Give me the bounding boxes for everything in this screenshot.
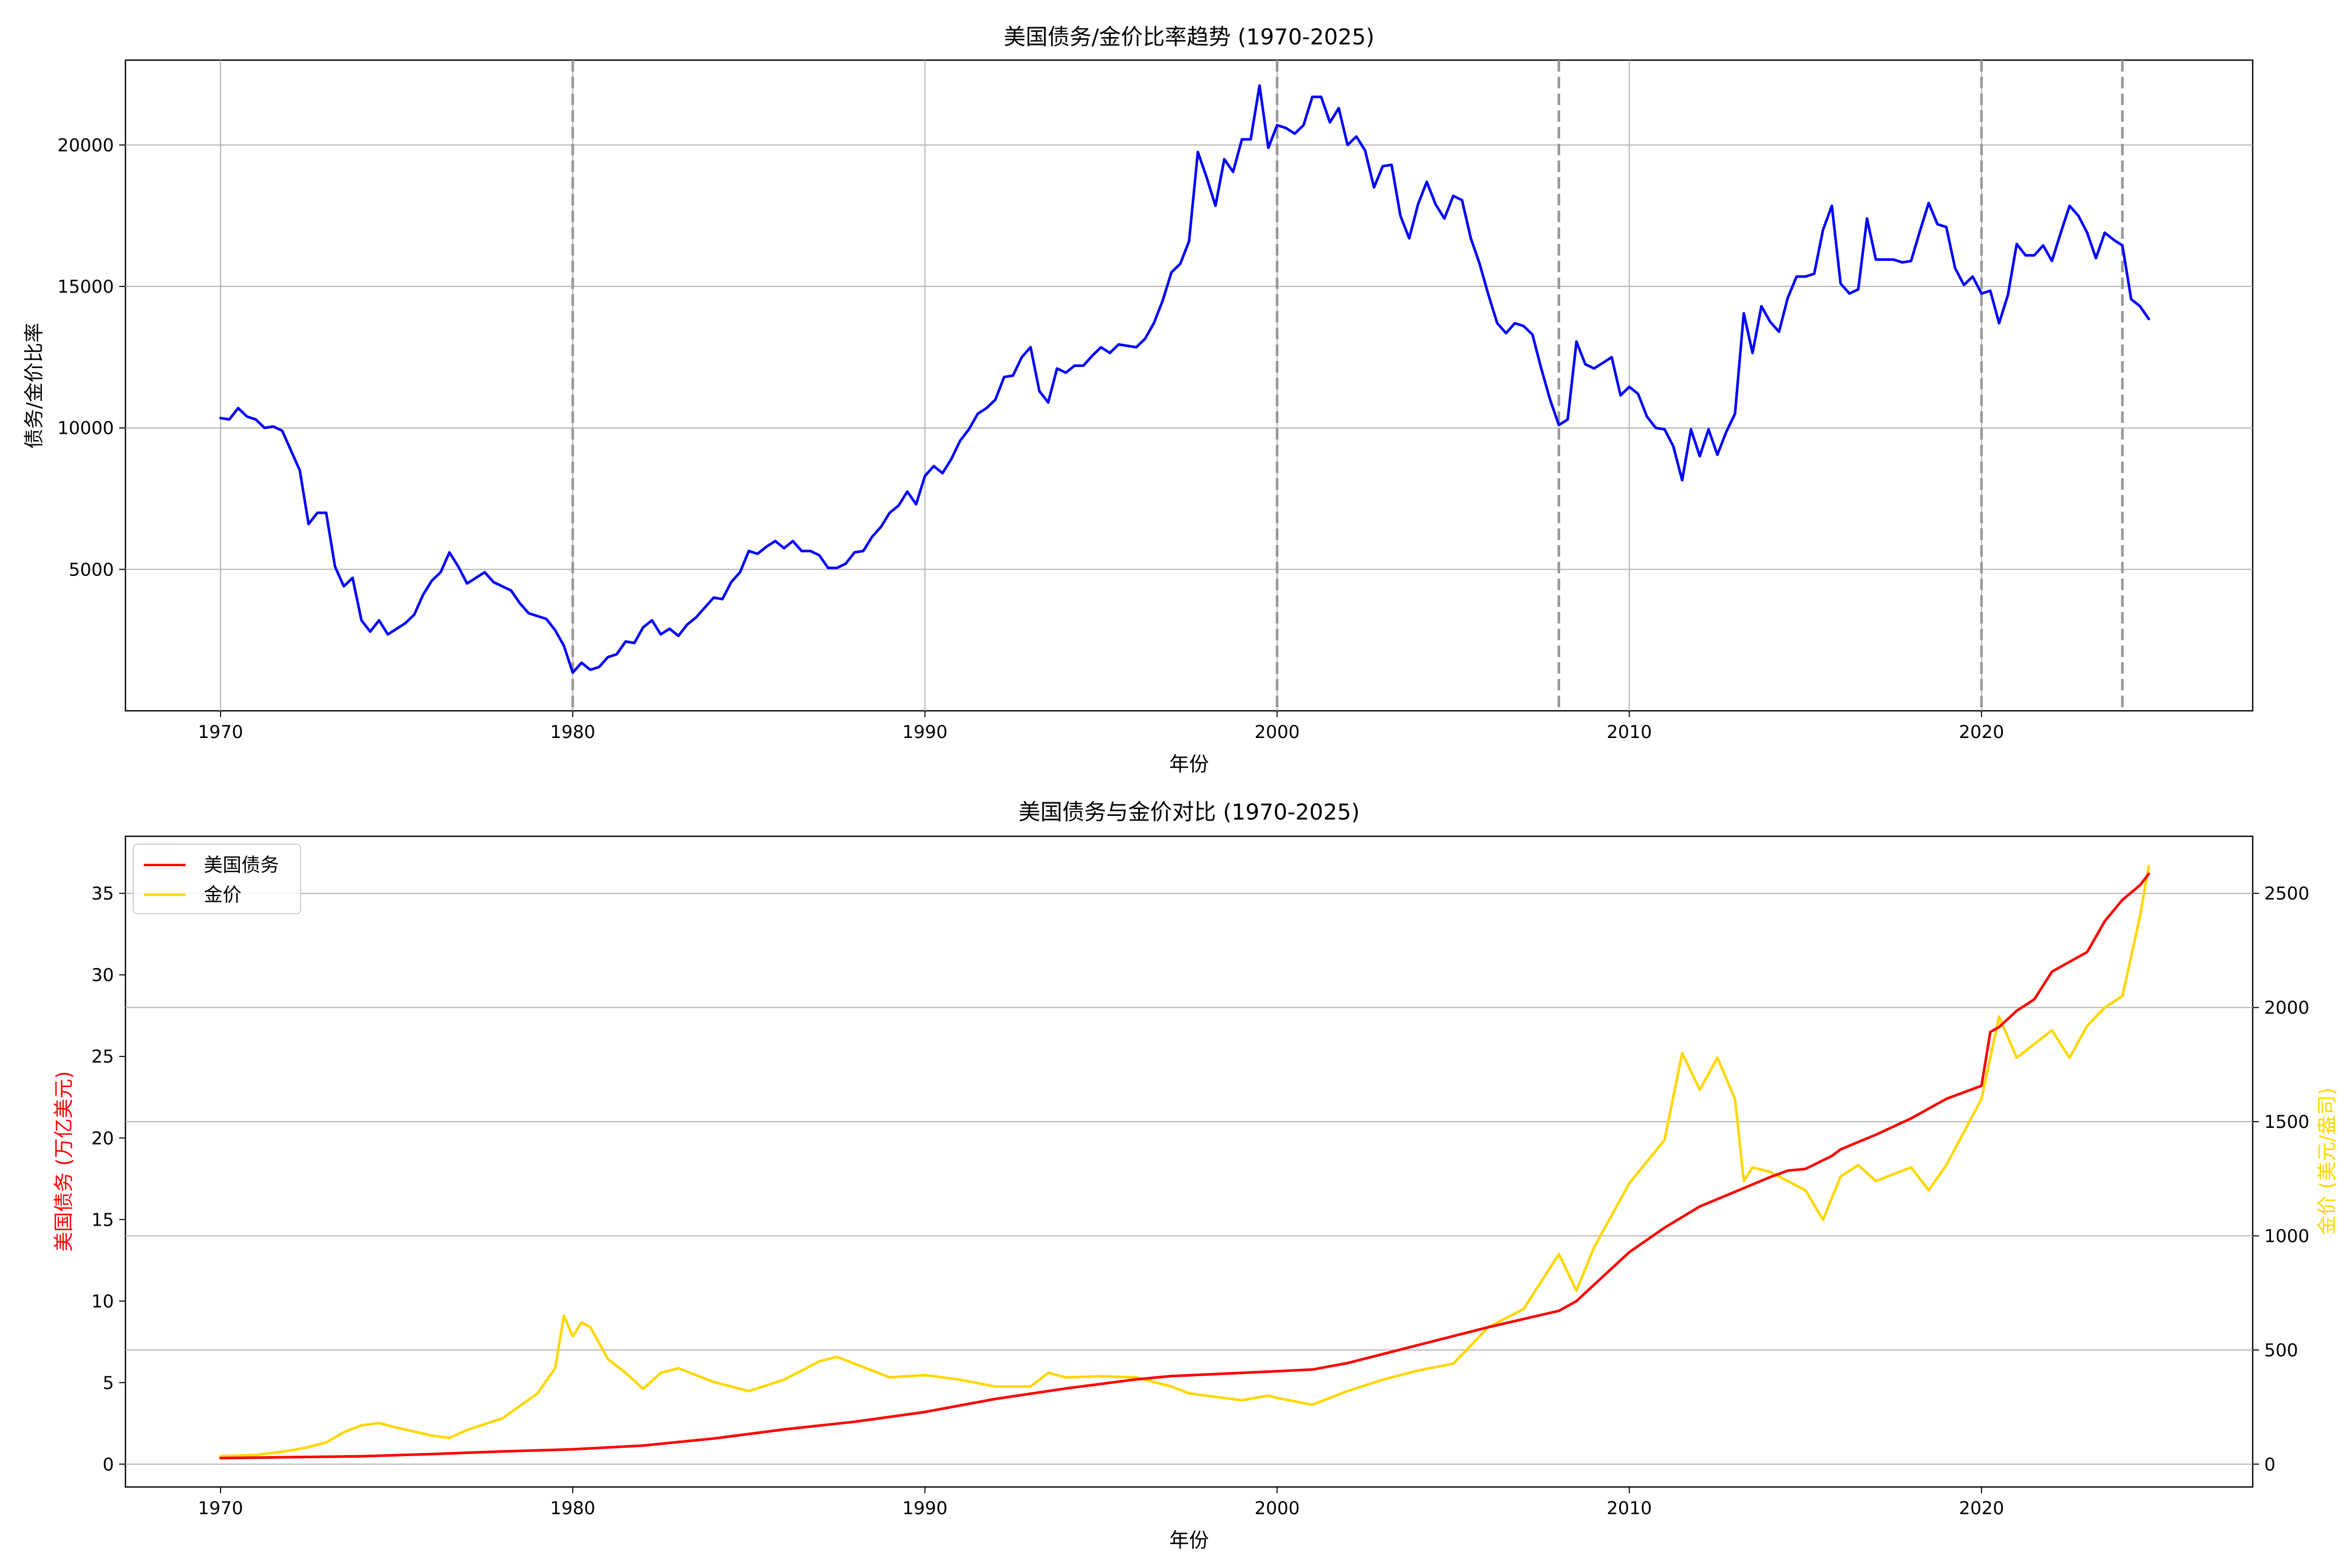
- y-tick-label-15000: 15000: [57, 276, 114, 297]
- x-tick-label-2000: 2000: [1254, 722, 1300, 743]
- debt-gold-chart-x-ticks: 1970 1980 1990 2000 2010 2020: [198, 1487, 2004, 1519]
- debt-gold-chart-x-axis-label: 年份: [1169, 1529, 1209, 1552]
- y2-tick-label-2500: 2500: [2264, 883, 2310, 904]
- series-line-bot-0: [219, 872, 2150, 1460]
- ratio-chart-y-ticks: 5000 10000 15000 20000: [57, 135, 125, 580]
- x-tick-label-1980: 1980: [550, 722, 596, 743]
- y-tick-label-5000: 5000: [68, 559, 114, 580]
- x-tick-label-2000: 2000: [1254, 1498, 1300, 1519]
- y-tick-label-20000: 20000: [57, 135, 114, 156]
- debt-gold-chart-series: [219, 864, 2150, 1460]
- x-tick-label-1970: 1970: [198, 722, 244, 743]
- y-tick-label-10: 10: [91, 1291, 114, 1312]
- y-tick-label-30: 30: [91, 965, 114, 986]
- x-tick-label-1990: 1990: [902, 1498, 948, 1519]
- debt-gold-chart-right-y-ticks: 0 500 1000 1500 2000 2500: [2253, 883, 2310, 1475]
- x-tick-label-2020: 2020: [1959, 722, 2004, 743]
- y2-tick-label-500: 500: [2264, 1340, 2298, 1361]
- y-tick-label-5: 5: [102, 1373, 114, 1393]
- y-tick-label-15: 15: [91, 1209, 114, 1230]
- legend-label-debt: 美国债务: [204, 855, 279, 876]
- x-tick-label-2010: 2010: [1607, 722, 1652, 743]
- y-tick-label-35: 35: [91, 883, 114, 904]
- y-tick-label-10000: 10000: [57, 418, 114, 439]
- legend: 美国债务 金价: [133, 844, 301, 914]
- y-tick-label-0: 0: [102, 1454, 114, 1475]
- debt-gold-chart-plot-area: [124, 835, 2254, 1488]
- x-tick-label-1980: 1980: [550, 1498, 596, 1519]
- y2-tick-label-1500: 1500: [2264, 1112, 2310, 1133]
- debt-gold-chart-left-y-axis-label: 美国债务 (万亿美元): [52, 1071, 75, 1252]
- ratio-chart-x-ticks: 1970 1980 1990 2000 2010 2020: [198, 711, 2004, 743]
- ratio-chart-y-axis-label: 债务/金价比率: [22, 323, 45, 449]
- y2-tick-label-2000: 2000: [2264, 998, 2310, 1019]
- ratio-chart-plot-area: [124, 59, 2254, 712]
- x-tick-label-1990: 1990: [902, 722, 948, 743]
- series-line-top-0: [219, 84, 2150, 674]
- debt-gold-chart-right-y-axis-label: 金价 (美元/盎司): [2315, 1088, 2338, 1236]
- y2-tick-label-1000: 1000: [2264, 1226, 2310, 1247]
- x-tick-label-1970: 1970: [198, 1498, 244, 1519]
- ratio-chart-x-axis-label: 年份: [1169, 753, 1209, 776]
- debt-gold-chart-left-y-ticks: 0 5 10 15 20 25 30 35: [91, 883, 125, 1475]
- y2-tick-label-0: 0: [2264, 1454, 2276, 1475]
- debt-gold-chart: 1970 1980 1990 2000 2010 2020 05101520253035 …: [52, 799, 2338, 1552]
- ratio-chart: 1970 1980 1990 2000 2010 2020 5000 10000 15000 2…: [22, 24, 2254, 776]
- x-tick-label-2010: 2010: [1607, 1498, 1652, 1519]
- legend-box: [133, 844, 301, 914]
- debt-gold-chart-grid: [125, 893, 2253, 1465]
- series-line-bot-1: [219, 864, 2150, 1458]
- ratio-chart-vlines: [571, 60, 2124, 711]
- y-tick-label-20: 20: [91, 1128, 114, 1149]
- debt-gold-chart-title: 美国债务与金价对比 (1970-2025): [1018, 799, 1359, 825]
- ratio-chart-series: [219, 84, 2150, 674]
- x-tick-label-2020: 2020: [1959, 1498, 2004, 1519]
- ratio-chart-title: 美国债务/金价比率趋势 (1970-2025): [1004, 24, 1374, 50]
- y-tick-label-25: 25: [91, 1046, 114, 1067]
- legend-label-gold: 金价: [204, 884, 241, 906]
